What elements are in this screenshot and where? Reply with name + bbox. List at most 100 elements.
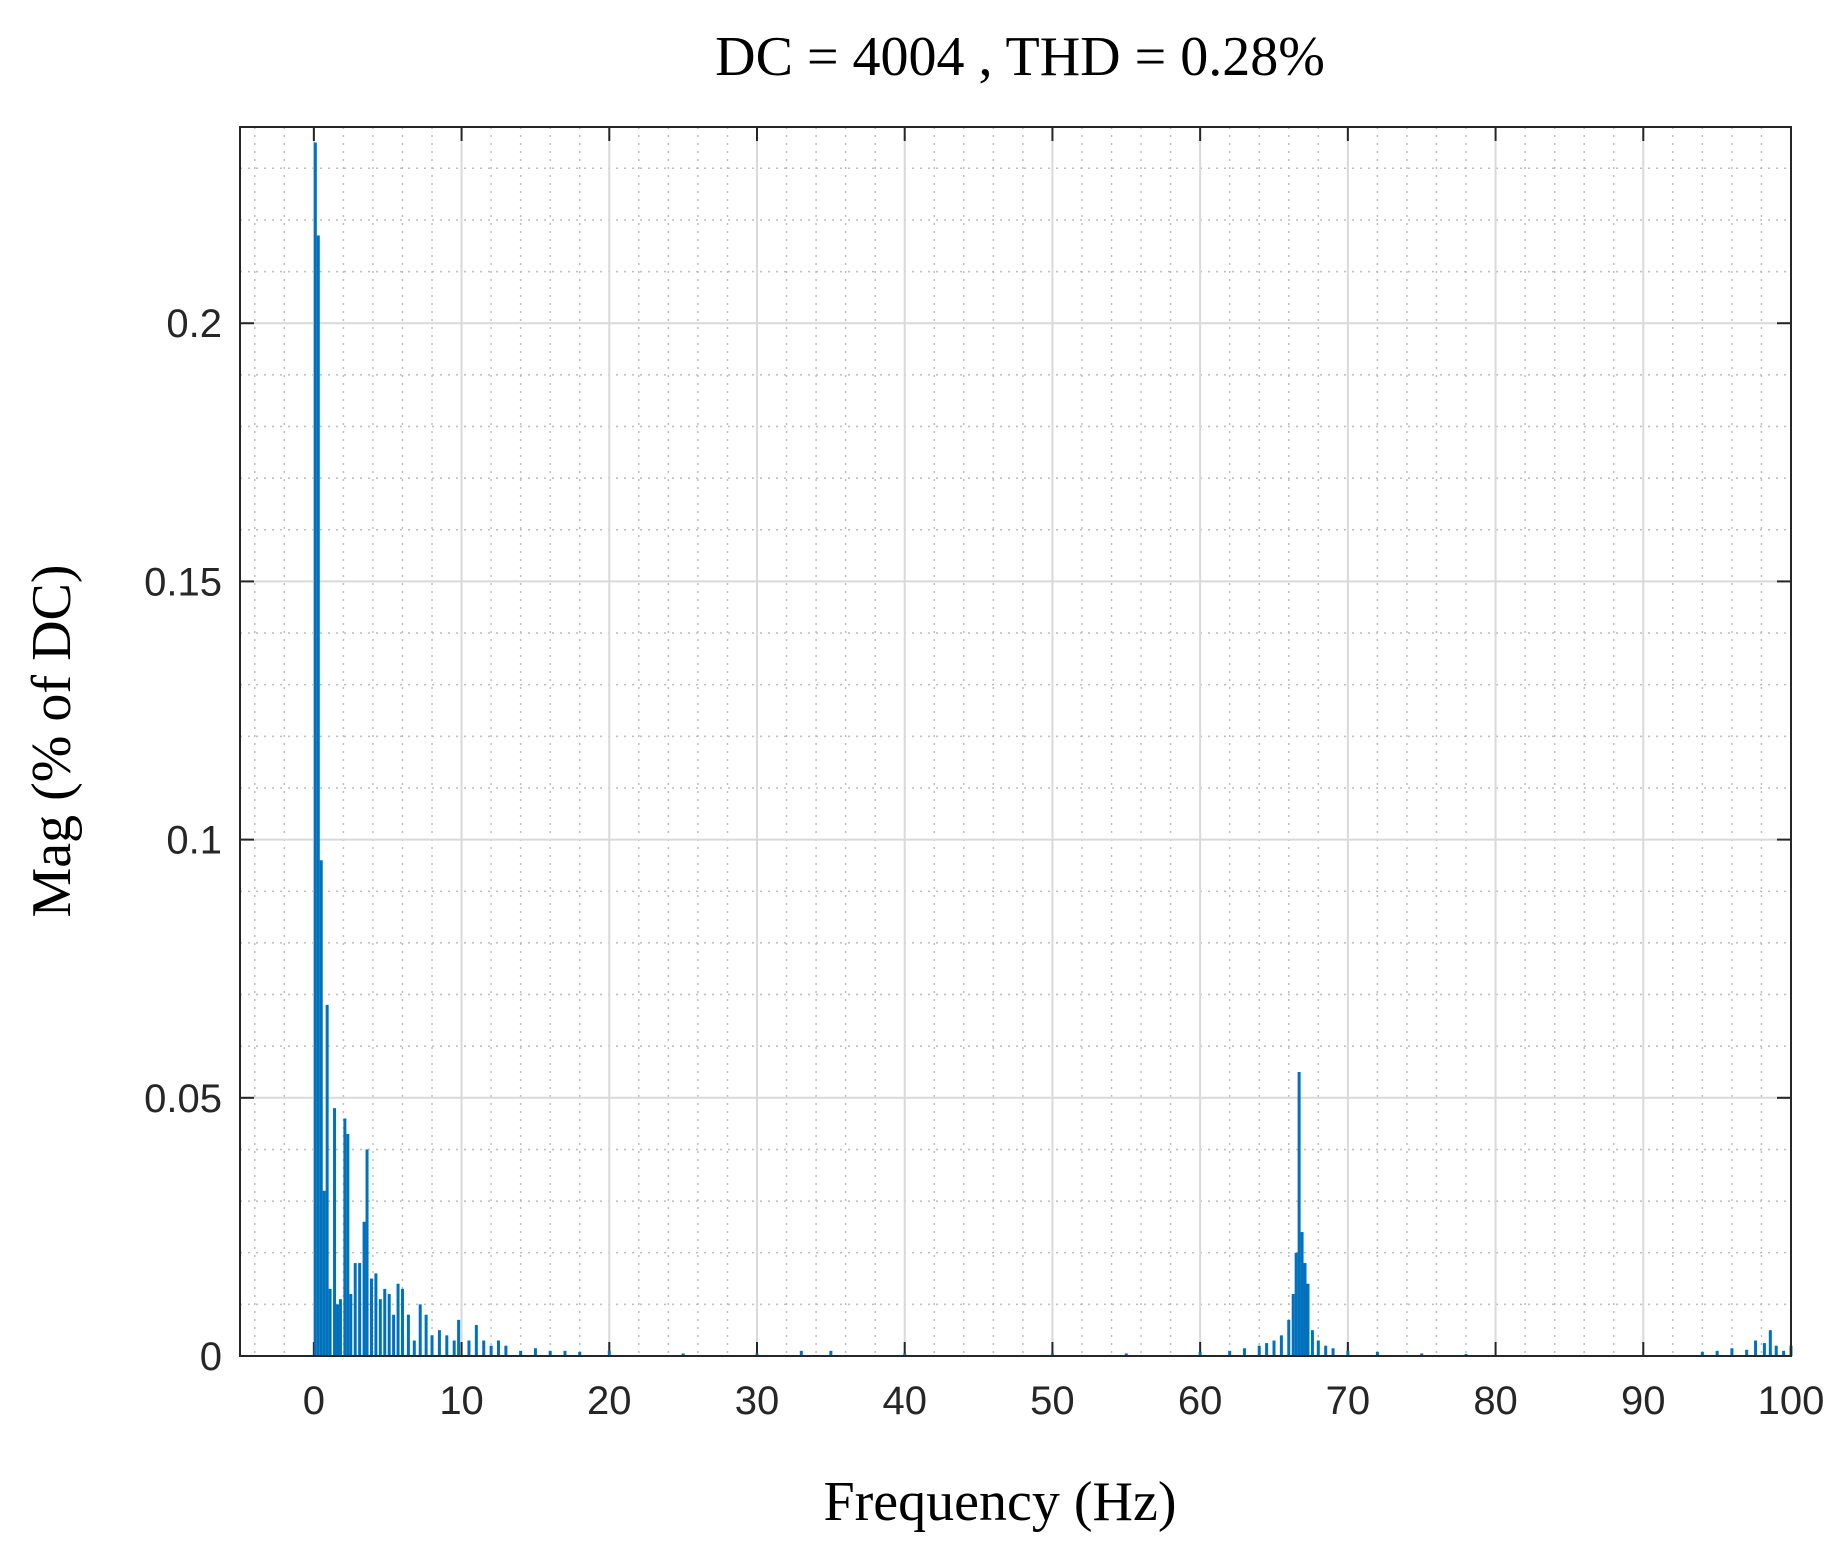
bar	[1310, 1330, 1314, 1356]
bar	[1198, 1351, 1202, 1356]
x-tick-label: 0	[303, 1379, 325, 1423]
bar	[325, 1004, 329, 1356]
bar	[578, 1351, 582, 1356]
bar	[457, 1319, 461, 1356]
bar	[437, 1330, 441, 1356]
bar	[563, 1350, 567, 1356]
bar	[343, 1118, 347, 1356]
x-tick-label: 90	[1621, 1379, 1666, 1423]
bar	[396, 1283, 400, 1356]
y-tick-label: 0.2	[166, 302, 222, 346]
bar	[353, 1263, 357, 1356]
x-tick-label: 50	[1030, 1379, 1075, 1423]
bar	[1700, 1351, 1704, 1356]
bar	[1324, 1345, 1328, 1356]
bar	[445, 1335, 449, 1356]
bar	[346, 1133, 350, 1356]
bar	[349, 1294, 353, 1356]
bar	[1291, 1294, 1295, 1356]
bar	[1745, 1349, 1749, 1356]
bar	[1331, 1348, 1335, 1356]
bar	[1316, 1340, 1320, 1356]
bar	[418, 1304, 422, 1356]
bar	[1050, 1353, 1054, 1356]
y-tick-label: 0.05	[144, 1077, 222, 1121]
bar	[369, 1278, 373, 1356]
x-tick-label: 60	[1178, 1379, 1223, 1423]
bar	[1257, 1345, 1261, 1356]
bar	[799, 1350, 803, 1356]
x-tick-label: 80	[1473, 1379, 1518, 1423]
bar	[424, 1314, 428, 1356]
bar	[1420, 1353, 1424, 1356]
bar	[374, 1273, 378, 1356]
bar	[681, 1353, 685, 1356]
bar	[378, 1299, 382, 1356]
bar	[474, 1325, 478, 1356]
plot-frame	[239, 126, 1792, 1357]
bar	[322, 1190, 326, 1356]
bar	[1464, 1353, 1468, 1356]
bar	[452, 1340, 456, 1356]
bar	[392, 1314, 396, 1356]
chart-title: DC = 4004 , THD = 0.28%	[715, 26, 1325, 88]
bar	[1346, 1350, 1350, 1356]
y-tick-label: 0.15	[144, 560, 222, 604]
bar	[333, 1108, 337, 1356]
bar	[1124, 1353, 1128, 1356]
bar	[1242, 1348, 1246, 1356]
bar	[1265, 1343, 1269, 1356]
bar	[755, 1353, 759, 1356]
bar	[504, 1345, 508, 1356]
bar	[362, 1221, 366, 1356]
x-tick-label: 10	[439, 1379, 484, 1423]
bar	[1375, 1351, 1379, 1356]
bar	[365, 1149, 369, 1356]
x-tick-label: 30	[735, 1379, 780, 1423]
bar	[338, 1299, 342, 1356]
bar	[400, 1288, 404, 1356]
bar	[1279, 1335, 1283, 1356]
x-tick-label: 100	[1758, 1379, 1825, 1423]
bar	[319, 860, 323, 1356]
bar	[497, 1340, 500, 1356]
bar	[313, 142, 317, 1357]
y-axis-label: Mag (% of DC)	[21, 564, 83, 917]
y-tick-label: 0.1	[166, 819, 222, 863]
bar	[335, 1304, 339, 1356]
bar	[383, 1288, 387, 1356]
bar	[1297, 1071, 1301, 1356]
bar	[430, 1335, 434, 1356]
bar	[1730, 1348, 1734, 1356]
bar	[1774, 1345, 1778, 1356]
bar	[1303, 1263, 1307, 1356]
bar	[412, 1340, 416, 1356]
bar	[903, 1353, 907, 1356]
x-tick-label: 20	[587, 1379, 632, 1423]
bar	[829, 1350, 833, 1356]
y-tick-label: 0	[200, 1335, 222, 1379]
bar	[406, 1314, 410, 1356]
bar	[1715, 1350, 1719, 1356]
bar	[1272, 1340, 1276, 1356]
bar	[1762, 1343, 1766, 1356]
bar	[387, 1294, 391, 1356]
bar	[548, 1350, 552, 1356]
bar	[1782, 1350, 1786, 1356]
x-axis-label: Frequency (Hz)	[824, 1471, 1177, 1533]
bar	[316, 235, 320, 1357]
x-tick-label: 40	[882, 1379, 927, 1423]
bar	[1300, 1232, 1304, 1356]
bar	[519, 1350, 523, 1356]
bar	[482, 1340, 486, 1356]
bar	[607, 1350, 611, 1356]
bar	[1754, 1340, 1758, 1356]
bar	[1768, 1330, 1772, 1356]
bar	[328, 1288, 332, 1356]
bar	[467, 1340, 471, 1356]
x-tick-label: 70	[1326, 1379, 1371, 1423]
bar	[1294, 1252, 1298, 1356]
bar	[533, 1348, 537, 1356]
bar	[1306, 1283, 1310, 1356]
